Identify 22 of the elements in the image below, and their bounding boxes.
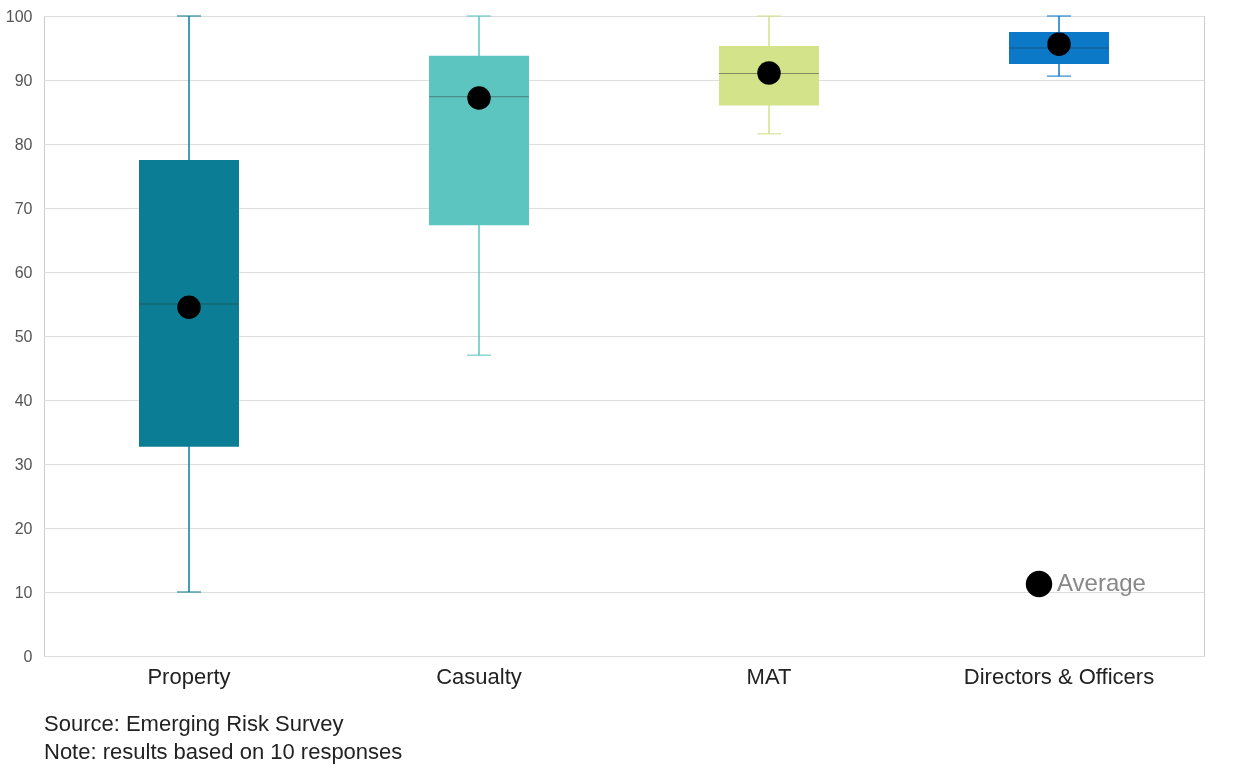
y-tick-label: 60	[14, 263, 33, 281]
y-tick-label: 80	[14, 135, 33, 153]
source-note: Source: Emerging Risk Survey	[44, 711, 344, 736]
y-tick-label: 40	[14, 391, 33, 409]
y-tick-label: 30	[14, 455, 33, 473]
x-tick-label: Directors & Officers	[963, 663, 1155, 689]
y-tick-label: 50	[14, 327, 33, 345]
x-tick-label: Property	[147, 663, 231, 689]
y-tick-label: 0	[23, 647, 33, 665]
y-tick-label: 100	[5, 7, 33, 25]
point	[757, 61, 781, 85]
text: Note: results based on 10 responses	[44, 739, 403, 764]
y-tick-label: 10	[14, 583, 33, 601]
point	[1047, 32, 1071, 56]
y-tick-label: 90	[14, 71, 33, 89]
x-tick-label: MAT	[746, 663, 792, 689]
legend-label: Average	[1057, 569, 1146, 596]
y-tick-label: 20	[14, 519, 33, 537]
point	[177, 295, 201, 319]
point	[467, 86, 491, 110]
x-tick-label: Casualty	[436, 663, 522, 689]
y-tick-label: 70	[14, 199, 33, 217]
